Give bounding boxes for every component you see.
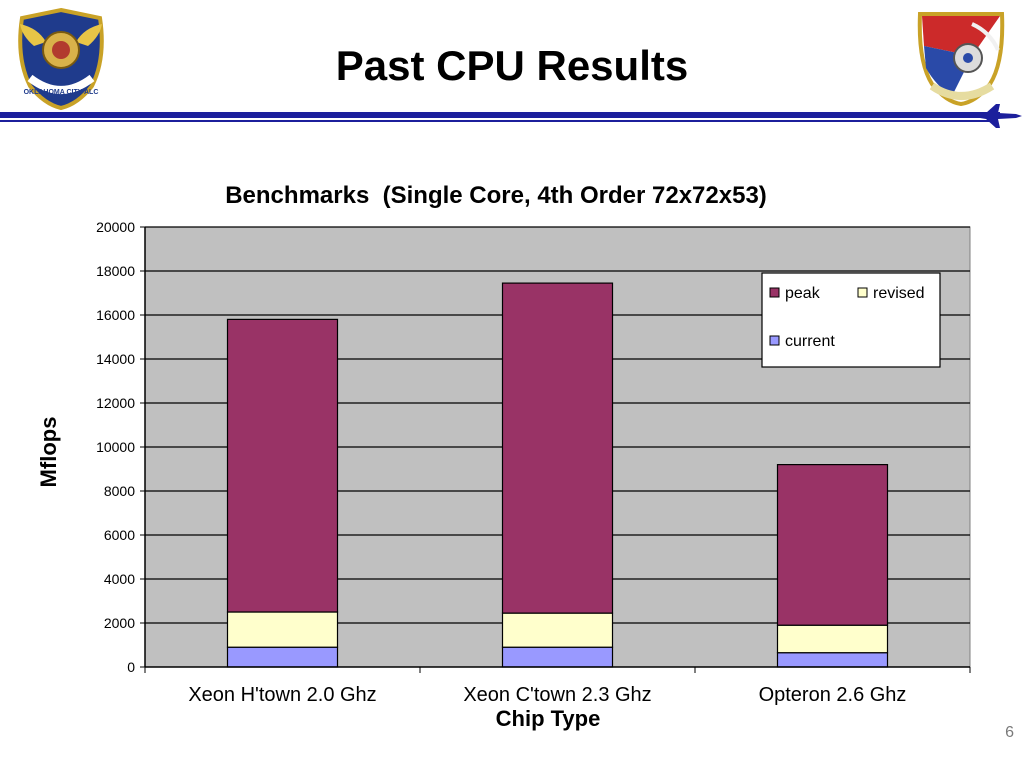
y-tick-label: 8000 xyxy=(104,483,135,499)
y-tick-labels: 0 2000 4000 6000 8000 10000 12000 14000 16000 180… xyxy=(96,219,145,675)
x-axis: Xeon H'town 2.0 Ghz Xeon C'town 2.3 Ghz Op… xyxy=(144,227,971,706)
y-tick-label: 6000 xyxy=(104,527,135,543)
bar-current xyxy=(501,646,614,668)
slide-number: 6 xyxy=(1005,724,1014,741)
y-tick-label: 0 xyxy=(127,659,135,675)
bar-current xyxy=(776,652,889,668)
svg-text:OKLAHOMA CITY ALC: OKLAHOMA CITY ALC xyxy=(24,89,99,96)
x-tick-label: Xeon H'town 2.0 Ghz xyxy=(188,684,376,706)
bars xyxy=(226,282,889,668)
legend-swatch-peak xyxy=(769,287,780,298)
chart-title: Benchmarks (Single Core, 4th Order 72x72… xyxy=(225,182,767,209)
jet-silhouette-icon xyxy=(968,104,1022,128)
header-rule-thin xyxy=(0,120,990,122)
legend-label-revised: revised xyxy=(873,285,925,302)
bar-revised xyxy=(501,612,614,648)
x-axis-title: Chip Type xyxy=(496,706,601,731)
y-tick-label: 10000 xyxy=(96,439,135,455)
header-rule xyxy=(0,112,1000,118)
y-tick-label: 14000 xyxy=(96,351,135,367)
slide-title: Past CPU Results xyxy=(335,42,689,89)
bar-revised xyxy=(776,624,889,654)
y-tick-label: 16000 xyxy=(96,307,135,323)
y-axis-title: Mflops xyxy=(36,417,61,488)
oklahoma-city-alc-emblem-icon: OKLAHOMA CITY ALC xyxy=(18,7,104,110)
y-tick-label: 18000 xyxy=(96,263,135,279)
y-tick-label: 12000 xyxy=(96,395,135,411)
benchmark-chart: Benchmarks (Single Core, 4th Order 72x72… xyxy=(36,182,971,731)
y-tick-label: 4000 xyxy=(104,571,135,587)
software-maintenance-group-emblem-icon xyxy=(917,12,1005,106)
bar-revised xyxy=(226,611,339,648)
legend-swatch-revised xyxy=(857,287,868,298)
bar-peak xyxy=(501,282,614,614)
bar-peak xyxy=(226,318,339,613)
y-tick-label: 2000 xyxy=(104,615,135,631)
legend-label-current: current xyxy=(785,333,835,350)
legend: peak revised current xyxy=(761,272,941,368)
legend-swatch-current xyxy=(769,335,780,346)
x-tick-label: Opteron 2.6 Ghz xyxy=(759,684,907,706)
legend-box xyxy=(761,272,941,368)
x-tick-label: Xeon C'town 2.3 Ghz xyxy=(463,684,651,706)
y-tick-label: 20000 xyxy=(96,219,135,235)
bar-current xyxy=(226,646,339,668)
bar-peak xyxy=(776,464,889,626)
legend-label-peak: peak xyxy=(785,285,821,302)
